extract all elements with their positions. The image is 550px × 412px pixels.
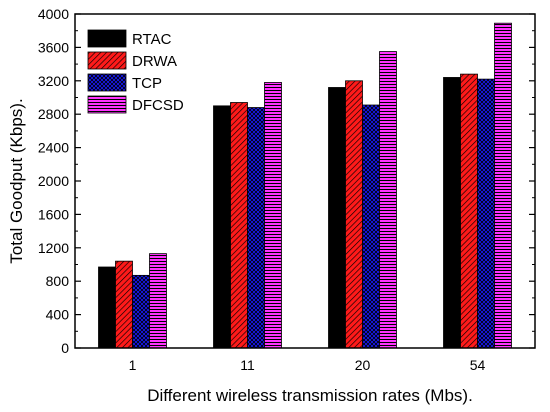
y-tick-label: 3200 [38,73,69,89]
plot-area-frame [74,13,536,349]
bar-group-11 [213,82,282,349]
y-tick-label: 400 [46,307,70,323]
x-tick-label: 11 [240,357,255,373]
y-tick-label: 2000 [38,173,69,189]
bar-dfcsd-54 [494,22,512,349]
bar-drwa-1 [115,260,133,349]
y-tick-label: 1600 [38,206,69,222]
bar-rtac-1 [98,266,116,349]
bar-tcp-11 [247,107,265,349]
bar-drwa-11 [230,102,248,349]
y-tick-label: 2800 [38,106,69,122]
y-tick-label: 1200 [38,240,69,256]
x-axis-title: Different wireless transmission rates (M… [147,386,473,405]
legend-label: TCP [132,75,162,92]
legend-label: DFCSD [132,97,184,114]
bar-rtac-20 [328,87,346,349]
legend-swatch [87,73,127,92]
y-tick-label: 2400 [38,140,69,156]
bar-group-20 [328,51,397,349]
legend: RTAC DRWA TCP DFCSD [87,29,184,114]
bar-tcp-1 [132,274,150,349]
y-tick-label: 0 [61,340,69,356]
bar-group-54 [443,22,512,349]
bar-group-1 [98,253,167,349]
x-axis-ticks: 1 11 20 54 [129,342,486,373]
legend-label: DRWA [132,53,177,70]
bar-rtac-54 [443,77,461,349]
y-tick-label: 800 [46,273,70,289]
bar-groups [98,22,512,349]
y-axis-title: Total Goodput (Kbps). [7,98,26,263]
legend-label: RTAC [132,31,172,48]
y-tick-label: 3600 [38,39,69,55]
legend-item-drwa: DRWA [87,51,177,70]
bar-dfcsd-1 [149,253,167,349]
legend-swatch [87,95,127,114]
y-axis-ticks: 0 400 800 1200 1600 2000 2400 2800 3200 3600 4000 [38,6,535,356]
y-tick-label: 4000 [38,6,69,22]
bar-tcp-20 [362,104,380,349]
bar-rtac-11 [213,105,231,349]
legend-item-rtac: RTAC [87,29,172,48]
legend-swatch [87,51,127,70]
bar-dfcsd-20 [379,51,397,349]
x-tick-label: 54 [470,357,486,373]
x-tick-label: 20 [355,357,371,373]
legend-item-dfcsd: DFCSD [87,95,184,114]
legend-item-tcp: TCP [87,73,162,92]
bar-drwa-54 [460,73,478,349]
legend-swatch [87,29,127,48]
bar-dfcsd-11 [264,82,282,349]
bar-drwa-20 [345,80,363,349]
x-tick-label: 1 [129,357,137,373]
bar-tcp-54 [477,78,495,349]
